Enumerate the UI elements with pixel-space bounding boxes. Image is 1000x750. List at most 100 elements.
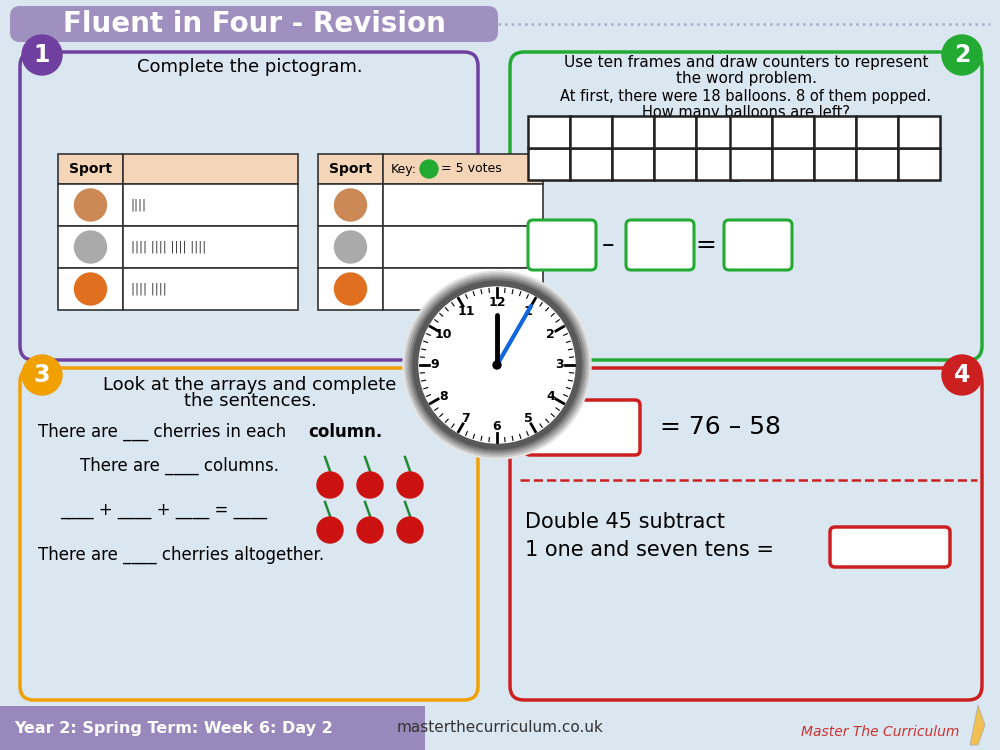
Text: Year 2: Spring Term: Week 6: Day 2: Year 2: Spring Term: Week 6: Day 2: [14, 721, 333, 736]
Text: 6: 6: [493, 421, 501, 434]
Text: Sport: Sport: [329, 162, 372, 176]
Bar: [318, 184, 383, 226]
Circle shape: [397, 517, 423, 543]
Bar: [570, 116, 612, 148]
Text: Use ten frames and draw counters to represent: Use ten frames and draw counters to repr…: [564, 55, 928, 70]
Bar: [383, 226, 543, 268]
Circle shape: [357, 517, 383, 543]
Text: 11: 11: [457, 304, 475, 318]
Bar: [318, 226, 383, 268]
Circle shape: [22, 355, 62, 395]
Bar: [814, 148, 856, 180]
Bar: [123, 154, 298, 184]
Circle shape: [74, 273, 106, 305]
Bar: [383, 184, 543, 226]
Text: 1: 1: [524, 304, 532, 318]
Bar: [856, 116, 898, 148]
Circle shape: [317, 472, 343, 498]
Bar: [570, 148, 612, 180]
Bar: [696, 148, 738, 180]
Circle shape: [405, 273, 589, 457]
Bar: [730, 116, 772, 148]
Circle shape: [493, 361, 501, 369]
Bar: [0, 706, 425, 750]
Circle shape: [409, 277, 585, 453]
Text: the sentences.: the sentences.: [184, 392, 316, 410]
Bar: [772, 148, 814, 180]
Bar: [318, 268, 383, 310]
Text: 9: 9: [431, 358, 439, 371]
Text: = 5 votes: = 5 votes: [441, 163, 502, 176]
Text: 7: 7: [462, 413, 470, 425]
Text: 3: 3: [555, 358, 563, 371]
Circle shape: [413, 281, 581, 449]
Text: 1: 1: [34, 43, 50, 67]
Bar: [383, 154, 543, 184]
Bar: [528, 116, 570, 148]
FancyBboxPatch shape: [510, 52, 982, 360]
Circle shape: [403, 271, 591, 459]
Text: =: =: [696, 233, 716, 257]
Text: 8: 8: [439, 389, 448, 403]
Bar: [58, 226, 123, 268]
Circle shape: [334, 273, 366, 305]
Bar: [58, 268, 123, 310]
Text: 2: 2: [954, 43, 970, 67]
Text: Fluent in Four - Revision: Fluent in Four - Revision: [63, 10, 445, 38]
Text: –: –: [602, 233, 614, 257]
Bar: [696, 116, 738, 148]
Text: 10: 10: [435, 328, 452, 340]
FancyBboxPatch shape: [724, 220, 792, 270]
Circle shape: [317, 517, 343, 543]
Bar: [383, 268, 543, 310]
Text: Master The Curriculum: Master The Curriculum: [801, 725, 959, 739]
Circle shape: [74, 231, 106, 263]
FancyBboxPatch shape: [525, 400, 640, 455]
Circle shape: [334, 189, 366, 221]
Text: |||| ||||: |||| ||||: [131, 283, 167, 296]
Bar: [654, 148, 696, 180]
Bar: [730, 148, 772, 180]
Bar: [814, 116, 856, 148]
Text: ||||: ||||: [131, 199, 147, 211]
FancyBboxPatch shape: [830, 527, 950, 567]
Bar: [123, 184, 298, 226]
Text: column.: column.: [308, 423, 382, 441]
Text: There are ____ columns.: There are ____ columns.: [80, 457, 279, 476]
Bar: [612, 148, 654, 180]
Text: 5: 5: [524, 413, 532, 425]
Text: 4: 4: [546, 389, 555, 403]
Text: masterthecurriculum.co.uk: masterthecurriculum.co.uk: [397, 721, 603, 736]
Text: There are ____ cherries altogether.: There are ____ cherries altogether.: [38, 546, 324, 564]
Circle shape: [411, 279, 583, 451]
Text: = 76 – 58: = 76 – 58: [660, 415, 781, 439]
Text: There are ___ cherries in each: There are ___ cherries in each: [38, 423, 291, 441]
Bar: [58, 154, 123, 184]
Bar: [528, 148, 570, 180]
Text: 1 one and seven tens =: 1 one and seven tens =: [525, 540, 774, 560]
Bar: [612, 116, 654, 148]
FancyBboxPatch shape: [10, 6, 498, 42]
Bar: [898, 116, 940, 148]
Circle shape: [74, 189, 106, 221]
Text: How many balloons are left?: How many balloons are left?: [642, 106, 850, 121]
Circle shape: [397, 472, 423, 498]
Text: ____ + ____ + ____ = ____: ____ + ____ + ____ = ____: [60, 501, 267, 519]
Circle shape: [419, 287, 575, 443]
Circle shape: [407, 275, 587, 455]
Text: 2: 2: [546, 328, 555, 340]
FancyBboxPatch shape: [510, 368, 982, 700]
FancyBboxPatch shape: [626, 220, 694, 270]
FancyBboxPatch shape: [20, 52, 478, 360]
Bar: [123, 226, 298, 268]
Circle shape: [334, 231, 366, 263]
Text: Sport: Sport: [69, 162, 112, 176]
Bar: [898, 148, 940, 180]
Text: Double 45 subtract: Double 45 subtract: [525, 512, 725, 532]
Bar: [654, 116, 696, 148]
Circle shape: [22, 35, 62, 75]
Text: the word problem.: the word problem.: [676, 70, 816, 86]
Text: 12: 12: [488, 296, 506, 310]
Bar: [772, 116, 814, 148]
Circle shape: [942, 35, 982, 75]
